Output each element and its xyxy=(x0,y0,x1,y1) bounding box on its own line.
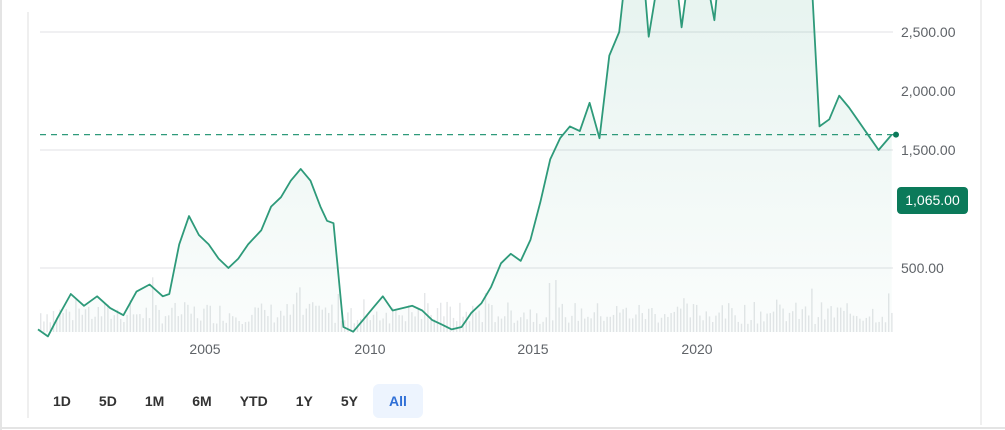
range-5d-button[interactable]: 5D xyxy=(98,393,117,409)
range-5y-button[interactable]: 5Y xyxy=(340,393,358,409)
x-tick-label: 2020 xyxy=(681,341,713,357)
y-tick-label: 2,500.00 xyxy=(901,24,956,40)
range-all-button[interactable]: All xyxy=(372,384,423,418)
x-tick-label: 2010 xyxy=(354,341,386,357)
range-1m-button[interactable]: 1M xyxy=(144,393,165,409)
current-price-badge: 1,065.00 xyxy=(897,187,968,214)
range-1d-button[interactable]: 1D xyxy=(53,393,71,409)
x-tick-label: 2005 xyxy=(189,341,221,357)
range-1y-button[interactable]: 1Y xyxy=(295,393,313,409)
price-line xyxy=(37,0,893,338)
price-area xyxy=(38,0,892,337)
panel-border-right xyxy=(980,0,982,425)
x-tick-label: 2015 xyxy=(517,341,549,357)
y-tick-label: 500.00 xyxy=(901,260,944,276)
y-tick-label: 2,000.00 xyxy=(901,83,956,99)
range-selector: 1D 5D 1M 6M YTD 1Y 5Y All xyxy=(40,384,425,418)
panel-border-left xyxy=(27,12,29,418)
last-price-dot xyxy=(893,131,899,138)
y-tick-label: 1,500.00 xyxy=(901,142,956,158)
range-ytd-button[interactable]: YTD xyxy=(239,393,268,409)
frame-border-left xyxy=(0,0,2,430)
range-6m-button[interactable]: 6M xyxy=(192,393,212,409)
frame-border-bottom xyxy=(0,427,1005,429)
